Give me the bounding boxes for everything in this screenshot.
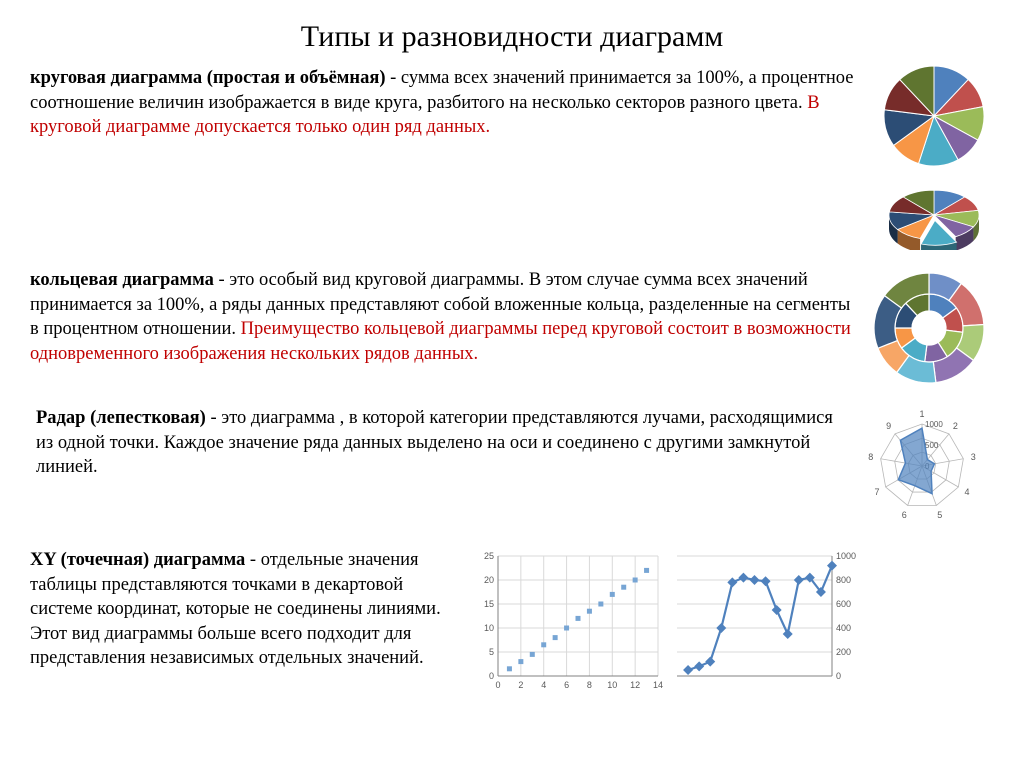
svg-text:14: 14 [653,680,663,690]
radar-chart: 12345678905001000 [857,406,987,526]
svg-text:4: 4 [964,487,969,497]
svg-text:1000: 1000 [836,551,856,561]
section-xy: XY (точечная) диаграмма - отдельные знач… [0,548,1024,698]
donut-label: кольцевая диаграмма [30,270,214,290]
svg-text:600: 600 [836,599,851,609]
svg-text:9: 9 [886,421,891,431]
svg-text:800: 800 [836,575,851,585]
section-radar: Радар (лепестковая) - это диаграмма , в … [0,406,1024,526]
svg-text:0: 0 [836,671,841,681]
svg-text:25: 25 [484,551,494,561]
section-donut: кольцевая диаграмма - это особый вид кру… [0,268,1024,388]
svg-text:1000: 1000 [925,420,943,429]
donut-chart [869,268,989,388]
svg-text:8: 8 [587,680,592,690]
svg-text:0: 0 [489,671,494,681]
svg-text:20: 20 [484,575,494,585]
pie-3d-chart [879,175,989,250]
svg-text:10: 10 [484,623,494,633]
svg-text:400: 400 [836,623,851,633]
line-chart: 0 200 400 600 800 1000 [669,548,869,698]
svg-text:2: 2 [518,680,523,690]
donut-paragraph: кольцевая диаграмма - это особый вид кру… [30,268,854,366]
svg-text:6: 6 [564,680,569,690]
pie-paragraph: круговая диаграмма (простая и объёмная) … [30,66,864,140]
svg-text:15: 15 [484,599,494,609]
svg-text:200: 200 [836,647,851,657]
xy-paragraph: XY (точечная) диаграмма - отдельные знач… [30,548,462,671]
radar-label: Радар (лепестковая) [36,408,206,428]
svg-text:8: 8 [868,452,873,462]
page-title: Типы и разновидности диаграмм [0,0,1024,66]
svg-text:12: 12 [630,680,640,690]
pie-chart [879,66,989,171]
svg-text:1: 1 [919,409,924,419]
section-pie: круговая диаграмма (простая и объёмная) … [0,66,1024,250]
svg-text:2: 2 [952,421,957,431]
radar-paragraph: Радар (лепестковая) - это диаграмма , в … [36,406,839,480]
pie-label: круговая диаграмма (простая и объёмная) [30,68,385,88]
xy-label: XY (точечная) диаграмма [30,550,245,570]
scatter-chart: 0 5 10 15 20 25 0 2 4 6 8 10 12 14 [470,548,665,698]
svg-text:0: 0 [495,680,500,690]
svg-text:6: 6 [901,510,906,520]
svg-text:5: 5 [937,510,942,520]
svg-text:10: 10 [607,680,617,690]
svg-text:4: 4 [541,680,546,690]
svg-text:5: 5 [489,647,494,657]
svg-text:3: 3 [970,452,975,462]
svg-text:500: 500 [925,441,939,450]
svg-text:7: 7 [874,487,879,497]
